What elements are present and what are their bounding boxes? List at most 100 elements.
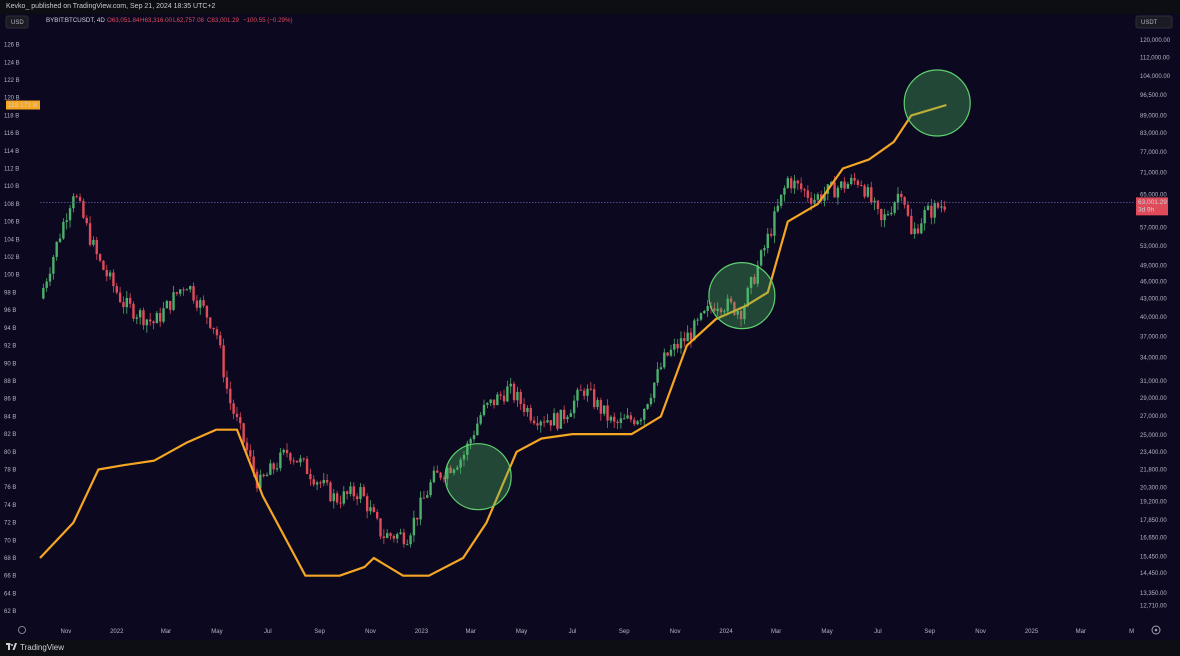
candle-body (476, 423, 479, 436)
publish-header: Kevko_ published on TradingView.com, Sep… (0, 0, 1180, 14)
candle-body (222, 345, 225, 378)
candle-body (602, 405, 606, 414)
candle-body (412, 517, 416, 536)
candle-body (229, 388, 232, 404)
left-tick-label: 108 B (4, 202, 20, 208)
candle-body (633, 419, 636, 425)
candle-body (302, 458, 305, 460)
candle-body (45, 281, 48, 288)
candle-body (389, 533, 392, 536)
candle-body (863, 185, 866, 197)
price-tag-countdown: 3d 9h (1138, 206, 1155, 213)
candle-body (242, 423, 245, 443)
candle-body (82, 200, 85, 218)
candle-body (860, 185, 863, 187)
candle-body (779, 194, 783, 206)
price-tag: 63,001.29 3d 9h (1136, 197, 1168, 216)
right-tick-label: 16,650.00 (1140, 536, 1167, 542)
left-tick-label: 114 B (4, 149, 19, 155)
chart-area[interactable]: 62 B 64 B 66 B 68 B 70 B 72 B 74 B 76 B 78 B 80 B… (0, 14, 1180, 640)
time-axis[interactable]: Nov 2022 Mar May Jul Sep Nov 2023 Mar May Jul Sep No… (61, 629, 1135, 635)
right-tick-label: 77,000.00 (1140, 150, 1167, 156)
time-axis-label: Sep (619, 629, 630, 635)
right-tick-label: 104,000.00 (1140, 74, 1171, 80)
time-axis-label: Nov (365, 629, 376, 635)
candle-body (452, 469, 456, 474)
candle-body (419, 497, 422, 520)
left-unit-button[interactable]: USD (5, 15, 29, 29)
right-tick-label: 23,400.00 (1140, 450, 1167, 456)
candle-body (426, 495, 429, 498)
candle-body (402, 532, 406, 545)
candle-body (549, 420, 552, 426)
candle-body (406, 544, 409, 546)
candle-body (669, 349, 673, 356)
time-axis-label: Mar (161, 629, 171, 635)
left-tick-label: 68 B (4, 556, 16, 562)
candle-body (703, 310, 706, 314)
candle-body (279, 452, 282, 469)
candle-body (95, 239, 98, 255)
left-tick-label: 74 B (4, 503, 16, 509)
candle-body (205, 305, 209, 318)
time-axis-label: M (1129, 629, 1134, 635)
candle-body (102, 260, 105, 270)
candle-body (719, 308, 723, 313)
left-unit-label: USD (11, 20, 24, 26)
candle-body (923, 210, 926, 224)
candle-body (158, 312, 162, 322)
price-liquidity-chart[interactable]: 62 B 64 B 66 B 68 B 70 B 72 B 74 B 76 B 78 B 80 B… (0, 14, 1180, 640)
candle-body (626, 415, 629, 419)
candle-body (469, 439, 472, 444)
candle-body (496, 394, 499, 406)
candle-body (783, 187, 786, 195)
left-tick-label: 70 B (4, 538, 16, 544)
highlight-circle (708, 262, 776, 330)
candle-body (699, 313, 703, 320)
right-tick-label: 20,300.00 (1140, 486, 1167, 492)
candle-body (659, 367, 663, 370)
legend-symbol: BYBIT:BTCUSDT, 4D (46, 17, 105, 24)
candle-body (315, 482, 319, 485)
candle-body (155, 312, 159, 324)
candle-body (429, 482, 432, 496)
time-axis-label: Jul (874, 629, 882, 635)
candle-body (148, 319, 152, 322)
timezone-icon[interactable] (18, 626, 26, 634)
ohlc-legend: BYBIT:BTCUSDT, 4D O63,051.84 H63,316.00 … (46, 17, 293, 24)
right-unit-button[interactable]: USDT (1135, 15, 1173, 29)
candle-body (629, 415, 633, 420)
left-axis[interactable]: 62 B 64 B 66 B 68 B 70 B 72 B 74 B 76 B 78 B 80 B… (4, 43, 20, 616)
candle-body (486, 402, 489, 405)
candle-body (182, 289, 185, 291)
chart-settings-icon[interactable] (1151, 625, 1161, 635)
candle-body (409, 535, 412, 545)
candle-body (162, 308, 165, 322)
right-unit-label: USDT (1141, 20, 1158, 26)
right-tick-label: 53,000.00 (1140, 244, 1167, 250)
candle-body (813, 199, 816, 204)
candle-body (192, 286, 195, 301)
candle-body (509, 383, 512, 387)
candle-body (462, 454, 466, 460)
candle-body (833, 182, 836, 198)
candle-body (456, 467, 459, 470)
candle-body (592, 389, 596, 408)
candle-body (479, 415, 482, 424)
right-tick-label: 96,500.00 (1140, 93, 1167, 99)
candle-body (275, 468, 279, 470)
candle-body (936, 203, 940, 208)
candle-body (58, 238, 62, 242)
global-liquidity-line (39, 103, 947, 577)
candle-body (676, 343, 679, 349)
legend-close: C63,001.29 (207, 17, 240, 24)
candle-body (422, 497, 426, 499)
candle-body (329, 482, 332, 502)
left-tick-label: 98 B (4, 290, 16, 296)
candle-body (943, 206, 946, 210)
candle-body (372, 507, 376, 513)
footer-bar: TradingView (0, 640, 1180, 656)
tradingview-brand[interactable]: TradingView (6, 640, 64, 656)
candle-body (643, 408, 646, 420)
right-tick-label: 112,000.00 (1140, 55, 1170, 61)
